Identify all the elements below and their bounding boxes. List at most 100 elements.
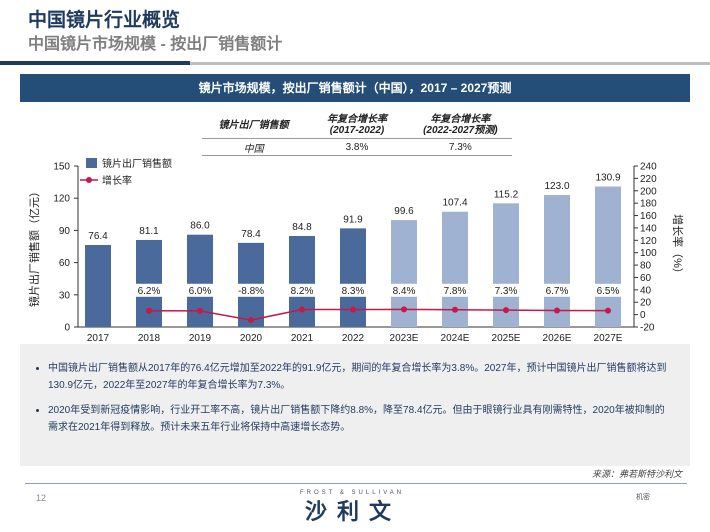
legend-bar-swatch bbox=[86, 158, 97, 168]
bar bbox=[85, 244, 111, 327]
growth-label: 8.2% bbox=[291, 286, 314, 297]
y2-tick-label: 80 bbox=[640, 261, 652, 272]
y-tick-label: 120 bbox=[53, 194, 70, 205]
growth-label-bg bbox=[543, 283, 571, 297]
growth-label-bg bbox=[186, 283, 214, 297]
bar-value-label: 123.0 bbox=[544, 181, 569, 192]
y-tick-label: 30 bbox=[59, 290, 71, 301]
x-tick-label: 2019 bbox=[189, 333, 212, 344]
y2-tick-label: 100 bbox=[640, 248, 657, 259]
y2-tick-label: 120 bbox=[640, 236, 657, 247]
y2-tick-label: -20 bbox=[640, 323, 655, 334]
growth-point bbox=[503, 307, 509, 314]
y2-tick-label: 180 bbox=[640, 199, 657, 210]
x-tick-label: 2027E bbox=[594, 333, 623, 344]
growth-label: 7.3% bbox=[495, 286, 518, 297]
growth-line bbox=[148, 308, 609, 321]
growth-point bbox=[248, 317, 254, 324]
bar-value-label: 76.4 bbox=[88, 231, 108, 242]
cagr-cell: 3.8% bbox=[345, 141, 369, 153]
growth-point bbox=[146, 307, 152, 314]
cagr-cell: 中国 bbox=[243, 143, 264, 155]
growth-label: 6.5% bbox=[597, 286, 620, 297]
x-tick-label: 2025E bbox=[492, 333, 521, 344]
note-item: 中国镜片出厂销售额从2017年的76.4亿元增加至2022年的91.9亿元，期间… bbox=[48, 360, 670, 394]
legend-line-label: 增长率 bbox=[102, 174, 132, 187]
cagr-header: 年复合增长率 (2022-2027预测) bbox=[423, 114, 498, 136]
bar-value-label: 86.0 bbox=[190, 221, 210, 232]
cagr-table: 镜片出厂销售额 年复合增长率 (2017-2022) 年复合增长率 (2022-… bbox=[202, 112, 512, 156]
cagr-header: 年复合增长率 (2017-2022) bbox=[326, 114, 387, 136]
y2-tick-label: 0 bbox=[640, 310, 646, 321]
bar-value-label: 78.4 bbox=[241, 229, 261, 240]
bar-value-label: 91.9 bbox=[343, 214, 363, 225]
growth-label-bg bbox=[441, 283, 469, 297]
y-tick-label: 90 bbox=[59, 226, 71, 237]
title-rule-grey bbox=[190, 62, 710, 65]
y2-tick-label: 220 bbox=[640, 174, 657, 185]
bar-value-label: 115.2 bbox=[494, 189, 519, 200]
y2-tick-label: 160 bbox=[640, 211, 657, 222]
growth-point bbox=[197, 307, 203, 314]
x-tick-label: 2017 bbox=[87, 333, 110, 344]
growth-label: 7.8% bbox=[444, 286, 467, 297]
footer-rule bbox=[25, 483, 687, 484]
y-tick-label: 150 bbox=[53, 162, 70, 173]
growth-label-bg bbox=[339, 283, 367, 297]
growth-point bbox=[605, 307, 611, 314]
x-tick-label: 2024E bbox=[441, 333, 470, 344]
bar bbox=[544, 194, 570, 327]
cagr-header: 镜片出厂销售额 bbox=[218, 119, 289, 131]
y2-tick-label: 240 bbox=[640, 162, 657, 173]
y2-tick-label: 200 bbox=[640, 186, 657, 197]
growth-label: 6.2% bbox=[138, 286, 161, 297]
growth-point bbox=[452, 306, 458, 313]
growth-label-bg bbox=[594, 283, 622, 297]
y2-tick-label: 20 bbox=[640, 298, 652, 309]
growth-label-bg bbox=[390, 283, 418, 297]
growth-point bbox=[401, 306, 407, 313]
bar-value-label: 81.1 bbox=[139, 226, 159, 237]
legend-line-marker bbox=[86, 177, 92, 183]
legend-bar-label: 镜片出厂销售额 bbox=[102, 157, 172, 170]
growth-point bbox=[554, 307, 560, 314]
growth-label-bg bbox=[492, 283, 520, 297]
growth-label: -8.8% bbox=[238, 286, 264, 297]
y2-tick-label: 140 bbox=[640, 223, 657, 234]
brand-cn-logo: 沙利文 bbox=[305, 499, 402, 524]
y-tick-label: 60 bbox=[59, 258, 71, 269]
page-number: 12 bbox=[36, 493, 47, 503]
bar bbox=[595, 186, 621, 327]
growth-label-bg bbox=[288, 283, 316, 297]
growth-label: 8.3% bbox=[342, 286, 365, 297]
page-subtitle: 中国镜片市场规模 - 按出厂销售额计 bbox=[28, 36, 283, 53]
x-tick-label: 2020 bbox=[240, 333, 263, 344]
y2-axis-title: 增长率（%） bbox=[671, 214, 685, 279]
chart-banner: 镜片市场规模，按出厂销售额计（中国），2017 – 2027预测 bbox=[20, 74, 690, 102]
x-tick-label: 2026E bbox=[543, 333, 572, 344]
x-tick-label: 2021 bbox=[291, 333, 314, 344]
growth-label-bg bbox=[135, 283, 163, 297]
confidential-label: 机密 bbox=[636, 494, 650, 501]
growth-label: 6.0% bbox=[189, 286, 212, 297]
bar-value-label: 99.6 bbox=[394, 206, 414, 217]
growth-label-bg bbox=[237, 283, 265, 297]
y-axis-title: 镜片出厂销售额（亿元） bbox=[27, 186, 41, 307]
notes-panel: 中国镜片出厂销售额从2017年的76.4亿元增加至2022年的91.9亿元，期间… bbox=[20, 344, 690, 466]
x-tick-label: 2018 bbox=[138, 333, 161, 344]
page-title: 中国镜片行业概览 bbox=[28, 10, 181, 31]
source-note: 来源：弗若斯特沙利文 bbox=[591, 469, 682, 479]
bar bbox=[493, 203, 519, 327]
title-rule-dark bbox=[0, 61, 190, 65]
bar bbox=[136, 239, 162, 327]
growth-label: 6.7% bbox=[546, 286, 569, 297]
bar-value-label: 107.4 bbox=[442, 198, 467, 209]
bar-value-label: 130.9 bbox=[595, 173, 620, 184]
y2-tick-label: 60 bbox=[640, 273, 652, 284]
x-tick-label: 2022 bbox=[342, 333, 365, 344]
brand-en-logo: FROST & SULLIVAN bbox=[300, 490, 405, 496]
note-item: 2020年受到新冠疫情影响，行业开工率不高，镜片出厂销售额下降约8.8%，降至7… bbox=[48, 402, 670, 436]
market-size-chart: 0306090120150-20020406080100120140160180… bbox=[27, 157, 685, 344]
growth-point bbox=[350, 306, 356, 313]
growth-point bbox=[299, 306, 305, 313]
